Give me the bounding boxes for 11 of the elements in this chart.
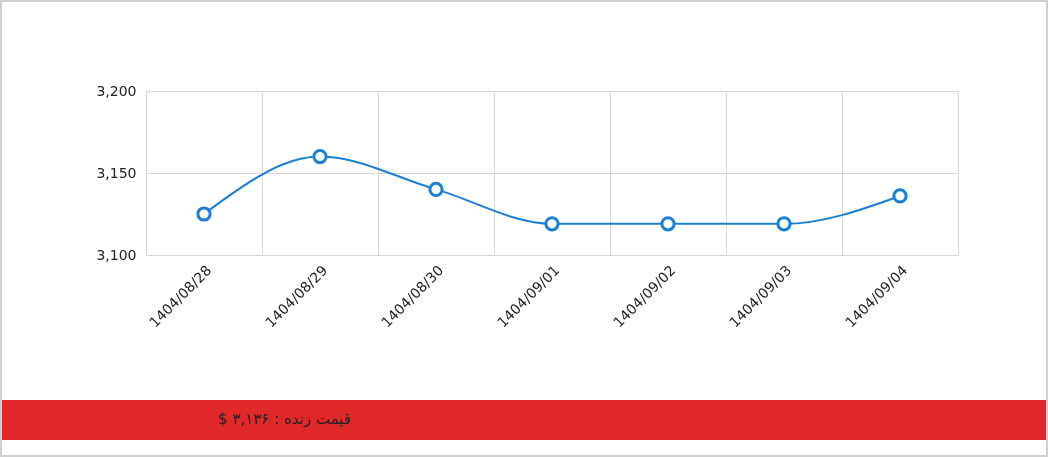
y-tick-label: 3,100 [96,246,137,263]
point [196,206,212,222]
point [660,216,676,232]
point [544,216,560,232]
point [428,181,444,198]
point [776,216,792,232]
point [312,148,328,165]
y-tick-label: 3,200 [96,82,137,99]
y-tick-label: 3,150 [96,164,137,181]
text: قیمت زنده : ۳,۱۳۶ $ [218,410,351,428]
point [892,188,908,204]
